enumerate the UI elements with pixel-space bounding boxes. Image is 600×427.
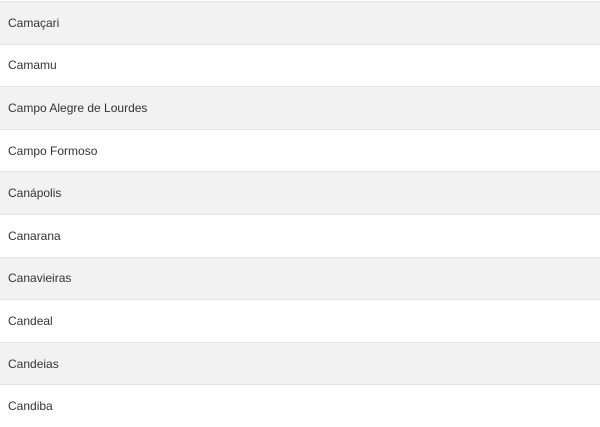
list-item[interactable]: Canarana <box>0 213 600 257</box>
list-item[interactable]: Camaçari <box>0 1 600 44</box>
list-item[interactable]: Candeias <box>0 341 600 385</box>
list-item-label: Candiba <box>8 399 53 414</box>
list-item[interactable]: Candeal <box>0 299 600 342</box>
list-item[interactable]: Canavieiras <box>0 256 600 300</box>
list-item-label: Canápolis <box>8 186 62 201</box>
list-item[interactable]: Candiba <box>0 384 600 427</box>
list-item-label: Candeias <box>8 356 59 371</box>
list-item[interactable]: Campo Formoso <box>0 128 600 172</box>
list-item-label: Canavieiras <box>8 271 72 286</box>
list-item-label: Camamu <box>8 58 57 73</box>
list-item-label: Canarana <box>8 228 61 243</box>
list-item-label: Campo Formoso <box>8 143 98 158</box>
list-item-label: Candeal <box>8 313 53 328</box>
list-item-label: Campo Alegre de Lourdes <box>8 100 148 115</box>
list-item-label: Camaçari <box>8 15 60 30</box>
list-item[interactable]: Campo Alegre de Lourdes <box>0 86 600 129</box>
list-item[interactable]: Camamu <box>0 43 600 87</box>
list-item[interactable]: Canápolis <box>0 171 600 214</box>
